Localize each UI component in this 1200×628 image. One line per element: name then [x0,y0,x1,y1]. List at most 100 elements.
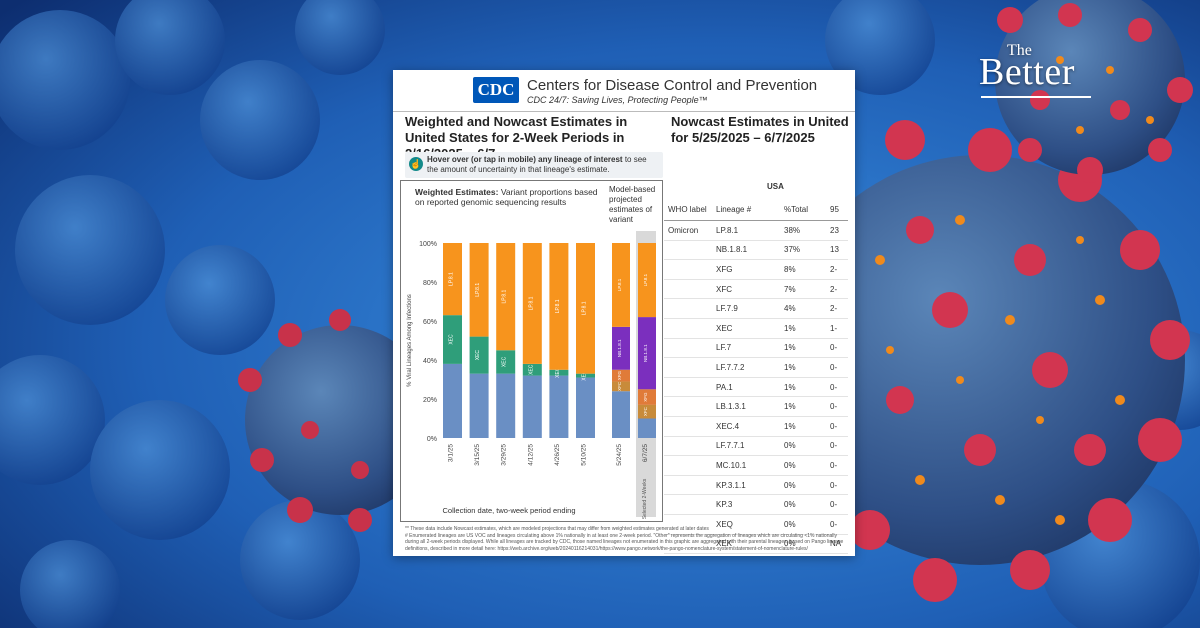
projected-bar-segment-nb-1-8-1[interactable] [612,326,630,370]
table-row[interactable]: XEC.4 1% 0- [664,416,848,437]
y-axis-label: % Viral Lineages Among Infections [407,294,413,387]
hover-instruction: ☝ Hover over (or tap in mobile) any line… [405,152,663,178]
cell-who-label [664,298,712,319]
footnote-1: ** These data include Nowcast estimates,… [405,526,709,532]
table-row[interactable]: LF.7 1% 0- [664,338,848,359]
table-row[interactable]: MC.10.1 0% 0- [664,455,848,476]
x-tick-label: 3/29/25 [501,444,508,466]
weighted-estimates-chart: Weighted Estimates: Variant proportions … [400,180,607,522]
right-title-line-2: for 5/25/2025 – 6/7/2025 [671,130,815,145]
y-tick-label: 0% [427,436,437,443]
cell-lineage: MC.1 [712,553,780,556]
projected-bar-segment-lp-8-1[interactable] [638,243,656,318]
cell-ci: 0- [826,377,848,398]
table-row[interactable]: NB.1.8.1 37% 13 [664,240,848,261]
bar-segment-other[interactable] [522,375,542,438]
cell-lineage: XEQ [712,514,780,535]
bar-segment-xec[interactable] [469,336,489,374]
bar-segment-lp-8-1[interactable] [469,243,489,337]
cell-lineage: KP.3 [712,494,780,515]
bar-segment-xec[interactable] [522,363,542,376]
cell-pct-total: 0% [780,455,826,476]
bar-label: LP.8.1 [502,290,508,304]
bar-segment-lp-8-1[interactable] [549,243,569,370]
cell-ci: 0- [826,416,848,437]
cell-ci: 0- [826,514,848,535]
cell-pct-total: 1% [780,357,826,378]
cell-lineage: XEK [712,534,780,555]
projected-bar-segment-xfg[interactable] [612,369,630,382]
region-label: USA [767,182,784,191]
projected-bar-segment-other[interactable] [612,391,630,438]
header-divider [393,111,855,112]
header-lineage: Lineage # [712,198,780,221]
projected-estimates-chart: Model-based projected estimates of varia… [605,180,663,522]
cell-lineage: LF.7 [712,338,780,359]
logo-underline [981,96,1091,98]
cell-lineage: LP.8.1 [712,220,780,241]
bar-segment-lp-8-1[interactable] [522,243,542,364]
projected-bar-segment-other[interactable] [638,418,656,439]
table-row[interactable]: PA.1 1% 0- [664,377,848,398]
table-row[interactable]: XEC 1% 1- [664,318,848,339]
bar-segment-other[interactable] [443,363,462,438]
cdc-name: Centers for Disease Control and Preventi… [527,77,818,94]
x-axis-label: Collection date, two-week period ending [443,506,576,515]
cdc-header: CDC Centers for Disease Control and Prev… [393,70,855,110]
cell-who-label [664,475,712,496]
weighted-bars-svg: 0% 20% 40% 60% 80% 100% % Viral Lineages Among… [407,241,595,515]
cell-lineage: XFC [712,279,780,300]
table-row[interactable]: LF.7.7.1 0% 0- [664,436,848,457]
table-row[interactable]: Omicron LP.8.1 38% 23 [664,220,848,241]
y-tick-label: 80% [423,280,437,287]
cell-who-label [664,416,712,437]
cell-lineage: MC.10.1 [712,455,780,476]
bar-segment-xec[interactable] [576,373,595,378]
table-row[interactable]: XEQ 0% 0- [664,514,848,535]
table-row[interactable]: LF.7.9 4% 2- [664,298,848,319]
cdc-tagline: CDC 24/7: Saving Lives, Protecting Peopl… [527,95,708,105]
cell-ci: NA [826,553,848,556]
cell-ci: 0- [826,436,848,457]
table-row[interactable]: KP.3 0% 0- [664,494,848,515]
bar-segment-other[interactable] [549,375,569,438]
table-row[interactable]: MC.10%NA [664,553,848,556]
cell-who-label [664,240,712,261]
cell-lineage: XEC.4 [712,416,780,437]
projected-bar-segment-xfc[interactable] [612,381,630,392]
table-row[interactable]: LB.1.3.1 1% 0- [664,396,848,417]
table-row[interactable]: XFC 7% 2- [664,279,848,300]
cell-pct-total: 1% [780,338,826,359]
cell-who-label [664,318,712,339]
table-row[interactable]: LF.7.7.2 1% 0- [664,357,848,378]
table-row[interactable]: XEK 0% NA [664,534,848,555]
bar-label: XEC [449,334,455,345]
bar-segment-lp-8-1[interactable] [496,243,516,351]
cell-who-label [664,396,712,417]
chart-title-rest: Variant proportions based on reported ge… [415,187,598,207]
logo-big-text: Better [979,51,1075,93]
projected-bar-segment-lp-8-1[interactable] [612,243,630,327]
projected-bar-label: NB.1.8.1 [617,339,622,357]
bar-segment-other[interactable] [469,373,489,438]
table-row[interactable]: KP.3.1.1 0% 0- [664,475,848,496]
bar-segment-xec[interactable] [549,369,569,376]
cell-ci: 23 [826,220,848,241]
bar-segment-lp-8-1[interactable] [576,243,595,374]
bar-segment-xec[interactable] [443,315,462,364]
table-row[interactable]: XFG 8% 2- [664,259,848,280]
projected-bar-label: XFC [617,381,622,391]
bar-segment-other[interactable] [496,373,516,438]
lineage-table: WHO label Lineage # %Total 95 Omicron LP.… [664,198,848,556]
projected-bar-segment-nb-1-8-1[interactable] [638,317,656,390]
projected-bar-segment-xfc[interactable] [638,404,656,419]
hover-bold: Hover over (or tap in mobile) any lineag… [427,155,623,164]
bar-segment-other[interactable] [576,377,595,438]
cell-pct-total: 0% [780,494,826,515]
bar-segment-lp-8-1[interactable] [443,243,462,316]
bar-segment-xec[interactable] [496,350,516,374]
projected-bar-segment-xfg[interactable] [638,389,656,405]
cell-who-label [664,377,712,398]
cell-pct-total: 0% [780,553,826,556]
bar-label: XEC [555,367,561,378]
